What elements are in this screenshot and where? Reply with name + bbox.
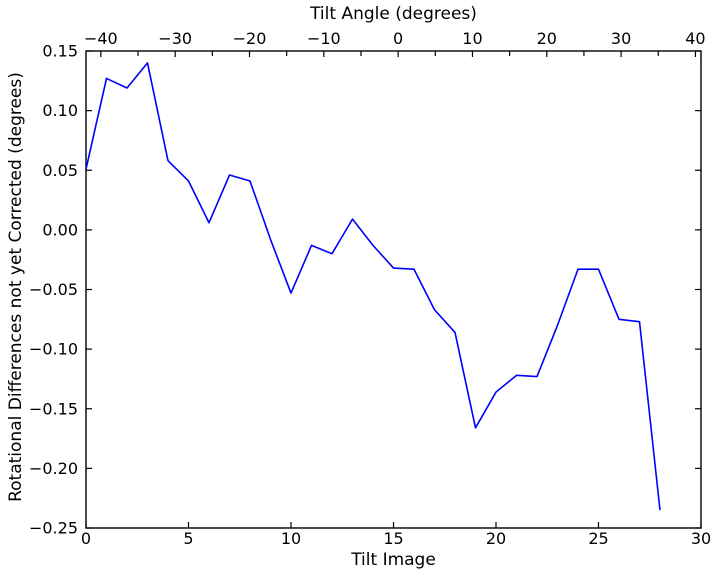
y-tick-label: 0.05 xyxy=(42,161,78,180)
plot-frame xyxy=(85,50,702,529)
top-tick-label: 20 xyxy=(537,29,557,48)
top-tick-label: 40 xyxy=(685,29,705,48)
x-axis-title: Tilt Image xyxy=(351,550,436,570)
x-tick-label: 10 xyxy=(281,529,301,548)
top-tick-label: −30 xyxy=(158,29,192,48)
y-tick-label: −0.15 xyxy=(29,399,78,418)
y-tick-label: −0.20 xyxy=(29,459,78,478)
top-tick-label: −20 xyxy=(233,29,267,48)
y-tick-label: −0.25 xyxy=(29,519,78,538)
x-tick-label: 25 xyxy=(588,529,608,548)
top-tick-label: −40 xyxy=(84,29,118,48)
top-axis-title: Tilt Angle (degrees) xyxy=(310,4,477,24)
y-tick-label: 0.00 xyxy=(42,220,78,239)
top-tick-label: 0 xyxy=(393,29,403,48)
y-axis-title: Rotational Differences not yet Corrected… xyxy=(6,72,26,502)
top-tick-label: 30 xyxy=(611,29,631,48)
top-tick-label: −10 xyxy=(307,29,341,48)
data-line-rotational-differences xyxy=(85,62,661,511)
x-tick-label: 30 xyxy=(691,529,711,548)
x-tick-label: 20 xyxy=(486,529,506,548)
y-tick-label: −0.05 xyxy=(29,280,78,299)
x-tick-label: 15 xyxy=(383,529,403,548)
y-tick-label: 0.10 xyxy=(42,101,78,120)
x-tick-label: 0 xyxy=(81,529,91,548)
x-tick-label: 5 xyxy=(183,529,193,548)
top-tick-label: 10 xyxy=(462,29,482,48)
y-tick-label: −0.10 xyxy=(29,340,78,359)
y-tick-label: 0.15 xyxy=(42,42,78,61)
